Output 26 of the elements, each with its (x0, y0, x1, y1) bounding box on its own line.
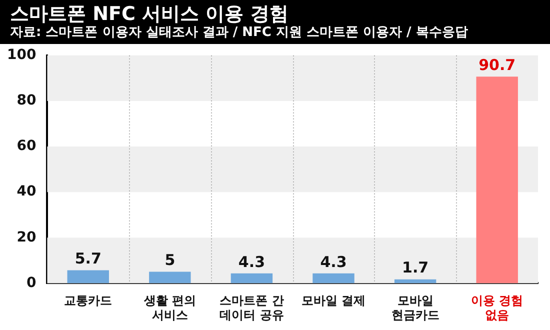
x-tick-label: 교통카드 (64, 294, 112, 308)
bar (312, 273, 354, 284)
y-tick-label: 20 (16, 229, 36, 246)
x-tick-label: 이용 경험 없음 (471, 294, 524, 322)
y-tick-label: 40 (16, 184, 36, 200)
x-tick-label: 모바일 현금카드 (391, 294, 440, 322)
bar (149, 272, 191, 284)
bar (230, 273, 273, 284)
chart-subtitle: 자료: 스마트폰 이용자 실태조사 결과 / NFC 지원 스마트폰 이용자 / 복수응답 (10, 25, 469, 41)
y-tick-label: 80 (16, 92, 36, 109)
y-tick-label: 100 (6, 47, 36, 64)
chart-title: 스마트폰 NFC 서비스 이용 경험 (10, 3, 290, 25)
bar (394, 279, 436, 284)
data-label: 5 (164, 251, 176, 270)
y-tick-label: 60 (16, 138, 36, 154)
x-tick-label: 생활 편의 서비스 (142, 294, 196, 322)
x-tick-label: 스마트폰 간 데이터 공유 (220, 294, 284, 322)
data-label: 90.7 (478, 56, 516, 74)
x-tick-label: 모바일 결제 (301, 294, 366, 308)
data-label: 1.7 (402, 258, 429, 277)
data-label: 5.7 (74, 250, 102, 268)
data-label: 4.3 (320, 252, 347, 271)
bar (476, 76, 518, 284)
bar (67, 270, 109, 284)
y-tick-label: 0 (26, 274, 36, 291)
data-label: 4.3 (238, 252, 266, 271)
